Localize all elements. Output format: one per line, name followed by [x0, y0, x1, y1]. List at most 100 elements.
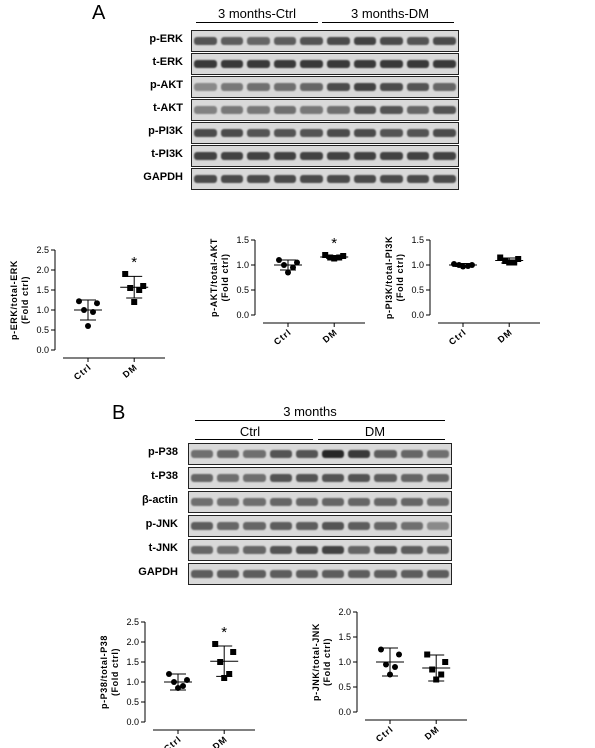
data-point	[340, 253, 347, 259]
group-line-dm-b	[318, 439, 445, 440]
data-point	[226, 671, 233, 677]
blot-label: GAPDH	[138, 566, 178, 578]
blot-band	[327, 151, 350, 161]
blot-band	[400, 569, 423, 579]
blot-band	[295, 449, 318, 459]
data-point	[442, 659, 449, 665]
blot-band	[191, 449, 214, 459]
y-tick-label: 0.5	[126, 697, 139, 707]
significance-star: *	[331, 235, 337, 252]
blot-band	[433, 59, 456, 69]
blot-band	[194, 59, 217, 69]
data-point	[136, 287, 143, 293]
y-axis-label: p-P38/total-P38	[99, 635, 109, 709]
blot-band	[273, 151, 297, 161]
blot-strip	[188, 443, 452, 465]
group-line-ctrl-b	[195, 439, 313, 440]
blot-band	[348, 497, 371, 507]
y-tick-label: 2.0	[126, 637, 139, 647]
blot-label: t-PI3K	[151, 148, 183, 160]
blot-band	[353, 151, 377, 161]
blot-label: GAPDH	[143, 171, 183, 183]
blot-band	[406, 59, 430, 69]
blot-band	[327, 105, 350, 115]
group-label-dm-a: 3 months-DM	[350, 6, 430, 21]
y-axis-label: (Fold ctrl)	[110, 648, 120, 696]
data-point	[396, 651, 402, 658]
blot-strip	[191, 76, 459, 98]
blot-band	[327, 128, 350, 138]
blot-band	[374, 497, 397, 507]
data-point	[276, 257, 282, 263]
blot-band	[220, 82, 244, 92]
blot-band	[327, 59, 350, 69]
data-point	[322, 252, 329, 258]
blot-band	[327, 36, 350, 46]
blot-band	[400, 497, 423, 507]
significance-star: *	[131, 254, 137, 271]
blot-band	[269, 473, 292, 483]
blot-band	[353, 174, 377, 184]
blot-band	[295, 473, 318, 483]
data-point	[180, 683, 186, 689]
x-tick-label: DM	[423, 724, 442, 742]
blot-band	[426, 521, 449, 531]
blot-band	[426, 545, 449, 555]
blot-band	[191, 497, 214, 507]
data-point	[212, 641, 219, 647]
blot-band	[269, 545, 292, 555]
x-tick-label: Ctrl	[272, 327, 293, 347]
blot-band	[220, 59, 244, 69]
x-tick-label: DM	[321, 327, 340, 345]
group-line-title-b	[195, 420, 445, 421]
blot-band	[191, 569, 214, 579]
blot-band	[217, 569, 240, 579]
y-axis-label: (Fold ctrl)	[220, 253, 230, 301]
blot-band	[400, 473, 423, 483]
blot-band	[295, 521, 318, 531]
y-tick-label: 1.0	[338, 657, 351, 667]
y-tick-label: 2.0	[36, 265, 49, 275]
y-tick-label: 0.0	[36, 345, 49, 355]
significance-star: *	[221, 624, 227, 641]
blot-band	[406, 128, 430, 138]
blot-band	[433, 36, 456, 46]
data-point	[76, 298, 82, 305]
blot-band	[220, 151, 244, 161]
blot-band	[191, 545, 214, 555]
y-tick-label: 0.5	[36, 325, 49, 335]
x-tick-label: Ctrl	[374, 724, 395, 744]
blot-band	[380, 36, 403, 46]
y-axis-label: p-PI3K/total-PI3K	[384, 236, 394, 319]
y-axis-label: (Fold ctrl)	[322, 638, 332, 686]
data-point	[85, 323, 91, 329]
blot-band	[273, 59, 297, 69]
blot-band	[374, 473, 397, 483]
y-axis-label: (Fold ctrl)	[395, 253, 405, 301]
x-tick-label: DM	[211, 734, 230, 748]
blot-band	[220, 174, 244, 184]
blot-band	[243, 521, 266, 531]
group-title-b: 3 months	[283, 404, 337, 419]
data-point	[122, 271, 129, 277]
blot-band	[406, 82, 430, 92]
x-tick-label: DM	[121, 362, 140, 380]
blot-band	[191, 521, 214, 531]
blot-band	[273, 128, 297, 138]
blot-band	[380, 105, 403, 115]
blot-band	[322, 521, 345, 531]
data-point	[140, 283, 147, 289]
blot-band	[348, 569, 371, 579]
blot-band	[247, 174, 270, 184]
y-tick-label: 1.0	[36, 305, 49, 315]
blot-band	[220, 36, 244, 46]
y-tick-label: 1.5	[411, 235, 424, 245]
blot-band	[217, 497, 240, 507]
blot-band	[300, 128, 323, 138]
blot-band	[300, 36, 323, 46]
blot-label: t-P38	[151, 470, 178, 482]
blot-strip	[191, 145, 459, 167]
y-tick-label: 1.5	[36, 285, 49, 295]
blot-band	[348, 449, 371, 459]
